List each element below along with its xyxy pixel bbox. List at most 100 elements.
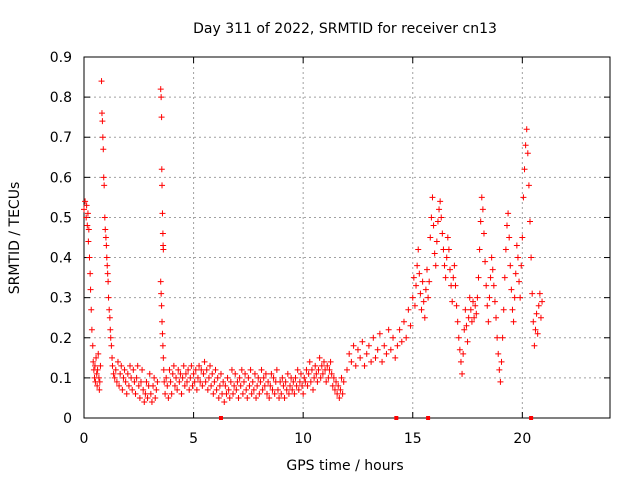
data-point — [426, 278, 433, 285]
data-point — [207, 362, 214, 369]
data-point — [325, 374, 332, 381]
y-tick-label: 0.1 — [50, 371, 72, 387]
data-point — [444, 234, 451, 241]
data-point — [320, 358, 327, 365]
data-point — [213, 386, 220, 393]
data-point — [489, 266, 496, 273]
data-point — [246, 382, 253, 389]
data-point — [103, 242, 110, 249]
data-point — [162, 390, 169, 397]
y-tick-label: 0.2 — [50, 331, 72, 347]
data-point — [160, 366, 167, 373]
x-tick-label: 0 — [80, 431, 89, 447]
data-point — [363, 350, 370, 357]
data-point — [482, 258, 489, 265]
data-point — [474, 294, 481, 301]
data-point — [507, 262, 514, 269]
data-point — [439, 230, 446, 237]
data-point — [460, 350, 467, 357]
data-point — [221, 398, 228, 405]
data-point — [418, 306, 425, 313]
data-point — [100, 174, 107, 181]
data-point — [294, 366, 301, 373]
data-point — [500, 306, 507, 313]
data-point — [158, 166, 165, 173]
data-point — [209, 370, 216, 377]
y-tick-label: 0.9 — [50, 50, 72, 66]
data-point — [105, 278, 112, 285]
data-point — [161, 378, 168, 385]
data-point — [123, 390, 130, 397]
data-point — [300, 390, 307, 397]
data-point — [240, 378, 247, 385]
data-point — [87, 286, 94, 293]
data-point — [87, 270, 94, 277]
data-point — [251, 370, 258, 377]
data-point — [137, 378, 144, 385]
data-point — [365, 342, 372, 349]
data-point — [101, 182, 108, 189]
data-point — [359, 338, 366, 345]
data-point — [310, 386, 317, 393]
data-point — [264, 390, 271, 397]
plot-frame — [83, 56, 611, 419]
data-point — [175, 366, 182, 373]
data-point — [94, 366, 101, 373]
data-point — [259, 386, 266, 393]
data-point — [379, 358, 386, 365]
data-point — [222, 382, 229, 389]
data-point — [129, 386, 136, 393]
data-point — [503, 222, 510, 229]
data-point — [420, 298, 427, 305]
data-point — [188, 362, 195, 369]
data-point — [111, 374, 118, 381]
data-point — [96, 386, 103, 393]
data-point — [98, 78, 105, 85]
data-point — [499, 334, 506, 341]
data-point — [160, 354, 167, 361]
axis-marker — [218, 416, 223, 420]
data-point — [440, 246, 447, 253]
data-point — [290, 378, 297, 385]
data-point — [85, 238, 92, 245]
data-point — [417, 290, 424, 297]
data-point — [350, 342, 357, 349]
data-point — [289, 386, 296, 393]
data-point — [89, 342, 96, 349]
data-point — [319, 370, 326, 377]
data-point — [413, 282, 420, 289]
data-point — [517, 294, 524, 301]
data-point — [258, 366, 265, 373]
data-point — [244, 394, 251, 401]
data-point — [459, 370, 466, 377]
data-point — [93, 354, 100, 361]
data-point — [110, 370, 117, 377]
data-point — [159, 330, 166, 337]
data-point — [376, 330, 383, 337]
data-point — [303, 366, 310, 373]
data-point — [518, 262, 525, 269]
data-point — [99, 134, 106, 141]
data-point — [338, 374, 345, 381]
data-point — [385, 326, 392, 333]
x-tick-label: 20 — [513, 431, 531, 447]
data-point — [387, 346, 394, 353]
data-point — [109, 362, 116, 369]
data-point — [394, 342, 401, 349]
data-point — [192, 366, 199, 373]
data-point — [427, 234, 434, 241]
data-point — [190, 370, 197, 377]
data-point — [416, 270, 423, 277]
data-point — [329, 382, 336, 389]
data-point — [184, 378, 191, 385]
data-point — [261, 382, 268, 389]
data-point — [437, 198, 444, 205]
data-point — [133, 374, 140, 381]
data-point — [106, 306, 113, 313]
data-point — [513, 242, 520, 249]
data-point — [95, 374, 102, 381]
data-point — [451, 262, 458, 269]
data-point — [93, 370, 100, 377]
data-point — [311, 374, 318, 381]
data-point — [470, 298, 477, 305]
